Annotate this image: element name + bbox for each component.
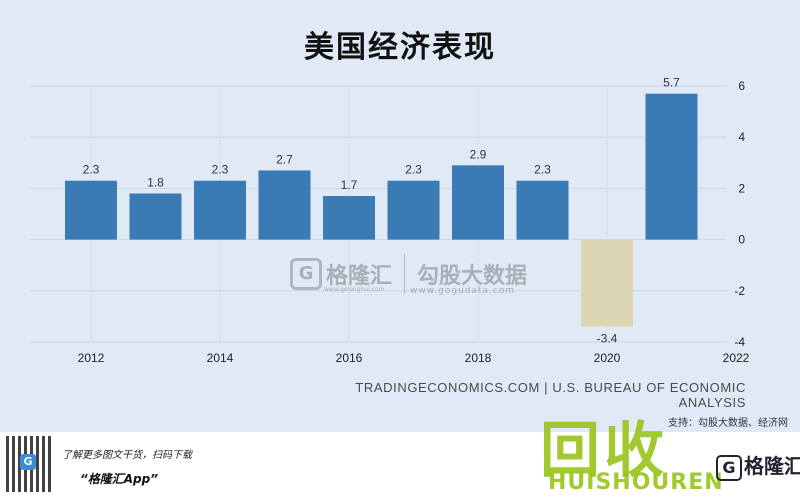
watermark-brand: 格隆汇 — [326, 264, 393, 289]
y-tick-label: -4 — [734, 335, 745, 349]
y-tick-label: -2 — [734, 284, 745, 298]
gelonghui-logo-icon: G — [290, 258, 322, 290]
bar — [258, 170, 311, 240]
x-tick-label: 2018 — [465, 351, 492, 365]
gelonghui-logo-text: 格隆汇 — [744, 454, 800, 478]
data-label: 2.9 — [470, 147, 487, 161]
bar — [516, 180, 569, 240]
bar — [323, 196, 375, 240]
data-label: 2.3 — [83, 163, 100, 177]
x-tick-label: 2014 — [207, 351, 234, 365]
watermark-divider — [404, 254, 406, 294]
footer-app-name: “格隆汇App” — [80, 472, 158, 486]
gelonghui-logo: G 格隆汇 — [716, 450, 800, 481]
data-label: 2.3 — [405, 163, 422, 177]
huishouren-watermark: 回收 — [540, 416, 668, 486]
x-tick-label: 2016 — [336, 351, 363, 365]
data-label: 1.8 — [147, 176, 164, 190]
bar — [194, 180, 246, 240]
y-tick-label: 4 — [738, 130, 745, 144]
data-label: 5.7 — [663, 76, 680, 90]
data-label: -3.4 — [597, 332, 618, 346]
footer-banner: G 了解更多图文干货，扫码下载 “格隆汇App” — [0, 432, 800, 500]
bar — [65, 180, 117, 240]
watermark-brand-url: www.gelonghui.com — [324, 286, 385, 293]
data-label: 2.3 — [534, 163, 551, 177]
bar — [645, 93, 698, 240]
bar — [581, 239, 633, 327]
y-tick-label: 6 — [738, 79, 745, 93]
x-tick-label: 2022 — [723, 351, 750, 365]
x-tick-label: 2020 — [594, 351, 621, 365]
data-labels: 2.3 1.8 2.3 2.7 1.7 2.3 2.9 2.3 -3.4 5.7 — [83, 76, 681, 346]
source-credit: TRADINGECONOMICS.COM | U.S. BUREAU OF EC… — [355, 380, 746, 410]
watermark-partner-url: www.gogudata.com — [410, 286, 516, 296]
gelonghui-logo-icon: G — [716, 455, 742, 481]
bar — [452, 165, 504, 240]
huishouren-watermark-en: HUISHOUREN — [548, 470, 724, 495]
x-axis: 2012 2014 2016 2018 2020 2022 — [78, 351, 750, 365]
bar-chart: 2.3 1.8 2.3 2.7 1.7 2.3 2.9 2.3 -3.4 5.7 2012 2014… — [30, 76, 750, 365]
watermark-partner: 勾股大数据 — [417, 264, 528, 289]
data-label: 1.7 — [341, 178, 358, 192]
chart-title: 美国经济表现 — [304, 30, 496, 65]
footer-promo-text: 了解更多图文干货，扫码下载 — [62, 450, 192, 461]
support-credit: 支持：勾股大数据、经济网 — [668, 418, 788, 429]
bar — [129, 193, 182, 240]
bars — [65, 93, 698, 327]
y-tick-label: 2 — [738, 181, 745, 195]
y-axis: -4 -2 0 2 4 6 — [734, 79, 745, 349]
data-label: 2.7 — [276, 152, 293, 166]
y-tick-label: 0 — [738, 233, 745, 247]
x-tick-label: 2012 — [78, 351, 105, 365]
data-label: 2.3 — [212, 163, 229, 177]
qr-badge-icon: G — [20, 454, 36, 470]
bar — [387, 180, 440, 240]
center-watermark: G 格隆汇 勾股大数据 www.gelonghui.com www.gogudata… — [290, 254, 528, 296]
